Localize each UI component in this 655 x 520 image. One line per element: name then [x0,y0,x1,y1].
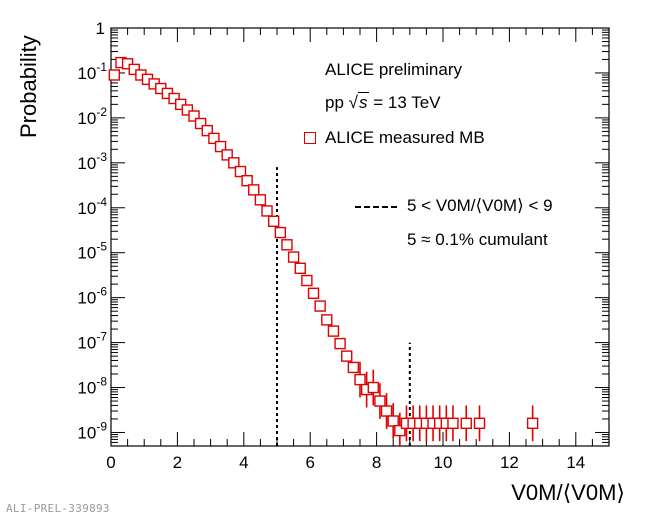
x-tick-label: 12 [500,453,519,472]
y-tick-label: 10-6 [77,285,107,308]
legend-marker [304,132,316,144]
x-tick-label: 4 [239,453,248,472]
data-point [327,325,340,337]
data-point [261,205,273,217]
y-tick-label: 10-9 [77,419,107,442]
data-point [214,140,227,153]
data-point [201,124,213,137]
data-point [254,194,267,206]
y-axis-label: Probability [16,35,41,138]
data-point [347,361,360,374]
sqrt-s-var: s [358,92,369,112]
data-point [374,395,386,407]
data-point [181,104,194,116]
x-tick-label: 14 [566,453,585,472]
data-point [334,337,346,350]
data-point [208,132,220,145]
y-tick-label: 10-8 [77,375,107,398]
data-point [287,251,300,263]
sqrt-s: √s [348,92,369,112]
x-tick-label: 10 [434,453,453,472]
data-point [248,184,260,196]
data-point [267,215,280,227]
data-point [281,239,293,251]
data-point [274,226,287,239]
annotation-cumulant: 5 ≈ 0.1% cumulant [407,230,548,249]
y-axis-label-container: Probability [8,26,48,146]
data-point [314,300,326,312]
data-point [108,69,121,81]
data-point [221,149,233,161]
x-tick-label: 8 [372,453,381,472]
energy-suffix: = 13 TeV [373,93,441,112]
y-tick-label: 10-5 [77,240,107,263]
data-point [354,373,366,386]
data-point [294,262,306,274]
data-point [460,417,472,429]
legend-cut-label: 5 < V0M/⟨V0M⟩ < 9 [407,196,553,215]
data-points [108,56,539,437]
y-tick-label: 10-1 [77,60,107,83]
data-point [394,424,406,437]
cut-lines [276,167,411,446]
data-point [387,415,399,427]
energy-prefix: pp [325,93,344,112]
data-point [367,381,379,394]
data-point [307,287,320,299]
y-tick-label: 10-2 [77,105,107,128]
data-point [341,350,353,362]
legend-cut-line [355,206,397,208]
preliminary-id: ALI-PREL-339893 [6,502,110,515]
x-axis-label: V0M/⟨V0M⟩ [511,480,625,505]
data-point [234,165,247,178]
error-bars [359,361,534,446]
x-tick-label: 0 [106,453,115,472]
data-point [321,314,333,326]
x-axis: 0 2 4 6 8 10 12 14 [106,28,610,472]
x-tick-label: 2 [173,453,182,472]
data-point [380,405,393,417]
y-tick-label: 10-4 [77,195,107,218]
y-tick-label: 10-7 [77,330,107,353]
x-tick-label: 6 [305,453,314,472]
y-tick-label: 1 [96,19,105,38]
data-point [473,417,486,429]
data-point [241,175,253,187]
legend-label: ALICE measured MB [325,128,485,147]
data-point [228,157,240,169]
data-point [168,92,180,105]
y-tick-label: 10-3 [77,150,107,173]
annotation-title: ALICE preliminary [325,60,462,79]
data-point [526,417,539,429]
data-point [188,110,200,122]
y-axis: 1 10-1 10-2 10-3 10-4 10-5 10-6 10-7 10-8 10-9 [77,19,609,447]
data-point [301,274,313,287]
data-point [194,117,207,130]
data-point [447,417,459,429]
annotation-energy: pp √s = 13 TeV [325,92,441,113]
